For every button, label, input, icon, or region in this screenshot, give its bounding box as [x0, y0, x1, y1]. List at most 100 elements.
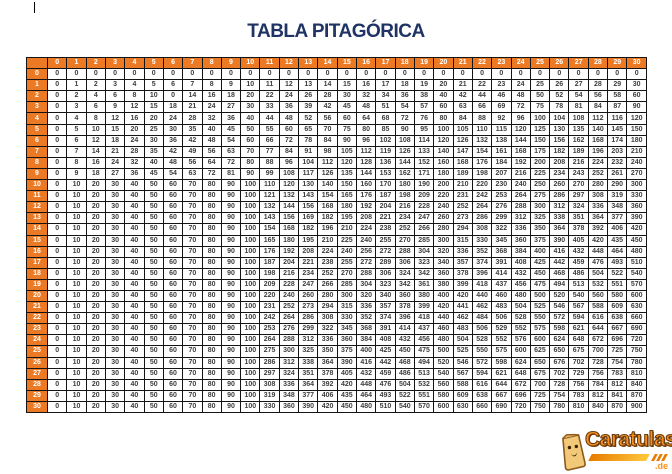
product-cell: 70 [182, 378, 203, 391]
product-cell: 70 [182, 301, 203, 314]
product-cell: 65 [298, 123, 319, 136]
product-cell: 400 [433, 289, 454, 303]
product-cell: 418 [413, 312, 435, 325]
product-cell: 441 [452, 301, 473, 314]
product-cell: 9 [104, 101, 126, 114]
row-header: 19 [26, 278, 48, 291]
product-cell: 240 [355, 234, 377, 247]
product-cell: 60 [162, 400, 184, 414]
product-cell: 308 [317, 312, 338, 325]
product-cell: 275 [529, 190, 551, 203]
product-cell: 540 [626, 267, 647, 280]
product-cell: 80 [355, 123, 377, 136]
product-cell: 50 [143, 323, 164, 336]
product-cell: 112 [587, 112, 609, 125]
product-cell: 40 [143, 156, 164, 169]
product-cell: 88 [259, 156, 280, 169]
product-cell: 100 [240, 400, 261, 414]
product-cell: 40 [240, 112, 261, 125]
product-cell: 96 [278, 156, 300, 169]
product-cell: 196 [587, 145, 609, 158]
product-cell: 754 [549, 389, 570, 402]
product-cell: 30 [104, 289, 126, 303]
product-cell: 69 [491, 101, 512, 114]
product-cell: 105 [452, 123, 473, 136]
product-cell: 380 [413, 289, 435, 303]
product-cell: 40 [124, 267, 145, 280]
col-header: 30 [626, 56, 647, 70]
product-cell: 580 [607, 289, 628, 303]
table-row: 15 0 10 20 30 40 50 60 70 80 90 100 165 180 195 210 225 2… [26, 234, 647, 247]
product-cell: 644 [587, 323, 609, 336]
product-cell: 338 [298, 356, 319, 369]
product-cell: 312 [298, 334, 319, 347]
product-cell: 420 [336, 378, 358, 391]
product-cell: 143 [298, 190, 319, 203]
product-cell: 600 [626, 289, 647, 303]
product-cell: 70 [317, 123, 338, 136]
product-cell: 900 [626, 400, 647, 414]
product-cell: 90 [220, 323, 242, 336]
product-cell: 70 [182, 312, 203, 325]
product-cell: 220 [433, 190, 454, 203]
col-header: 9 [220, 56, 242, 70]
product-cell: 100 [240, 323, 261, 336]
product-cell: 4 [85, 90, 106, 103]
product-cell: 532 [413, 378, 435, 391]
product-cell: 729 [568, 367, 589, 380]
product-cell: 255 [375, 234, 396, 247]
product-cell: 378 [452, 267, 473, 280]
product-cell: 70 [182, 245, 203, 258]
product-cell: 425 [375, 345, 396, 358]
product-cell: 92 [491, 112, 512, 125]
product-cell: 120 [626, 112, 647, 125]
product-cell: 0 [46, 345, 68, 358]
product-cell: 26 [549, 79, 570, 92]
product-cell: 30 [104, 367, 126, 380]
product-cell: 80 [201, 378, 222, 391]
product-cell: 464 [607, 245, 628, 258]
product-cell: 475 [529, 278, 551, 291]
product-cell: 300 [336, 289, 358, 303]
product-cell: 10 [66, 378, 87, 391]
watermark-tld-text: .de [655, 461, 669, 471]
product-cell: 189 [568, 145, 589, 158]
product-cell: 175 [529, 145, 551, 158]
product-cell: 100 [529, 112, 551, 125]
product-cell: 40 [124, 234, 145, 247]
product-cell: 21 [452, 79, 473, 92]
row-header: 0 [26, 68, 48, 81]
product-cell: 138 [491, 134, 512, 147]
product-cell: 0 [182, 68, 203, 81]
product-cell: 551 [607, 278, 628, 291]
table-row: 3 0 3 6 9 12 15 18 21 24 27 30 33 36 39 42 45 48 51 54 57 60 6… [26, 101, 647, 114]
table-row: 12 0 10 20 30 40 50 60 70 80 90 100 132 144 156 168 180 1… [26, 201, 647, 214]
product-cell: 18 [162, 101, 184, 114]
product-cell: 510 [626, 256, 647, 269]
product-cell: 406 [317, 389, 338, 402]
product-cell: 40 [124, 334, 145, 347]
product-cell: 324 [568, 201, 589, 214]
product-cell: 6 [66, 134, 87, 147]
text-cursor [34, 2, 35, 13]
product-cell: 168 [510, 145, 531, 158]
product-cell: 90 [220, 245, 242, 258]
row-header: 11 [26, 190, 48, 203]
product-cell: 375 [529, 234, 551, 247]
product-cell: 90 [220, 334, 242, 347]
product-cell: 182 [549, 145, 570, 158]
product-cell: 54 [394, 101, 415, 114]
product-cell: 299 [298, 323, 319, 336]
product-cell: 588 [452, 378, 473, 391]
product-cell: 29 [607, 79, 628, 92]
product-cell: 130 [298, 179, 319, 192]
product-cell: 364 [587, 212, 609, 225]
product-cell: 216 [568, 156, 589, 169]
product-cell: 20 [85, 289, 106, 303]
product-cell: 9 [66, 167, 87, 181]
product-cell: 600 [510, 345, 531, 358]
product-cell: 80 [201, 334, 222, 347]
product-cell: 504 [587, 267, 609, 280]
product-cell: 264 [259, 334, 280, 347]
product-cell: 700 [529, 378, 551, 391]
